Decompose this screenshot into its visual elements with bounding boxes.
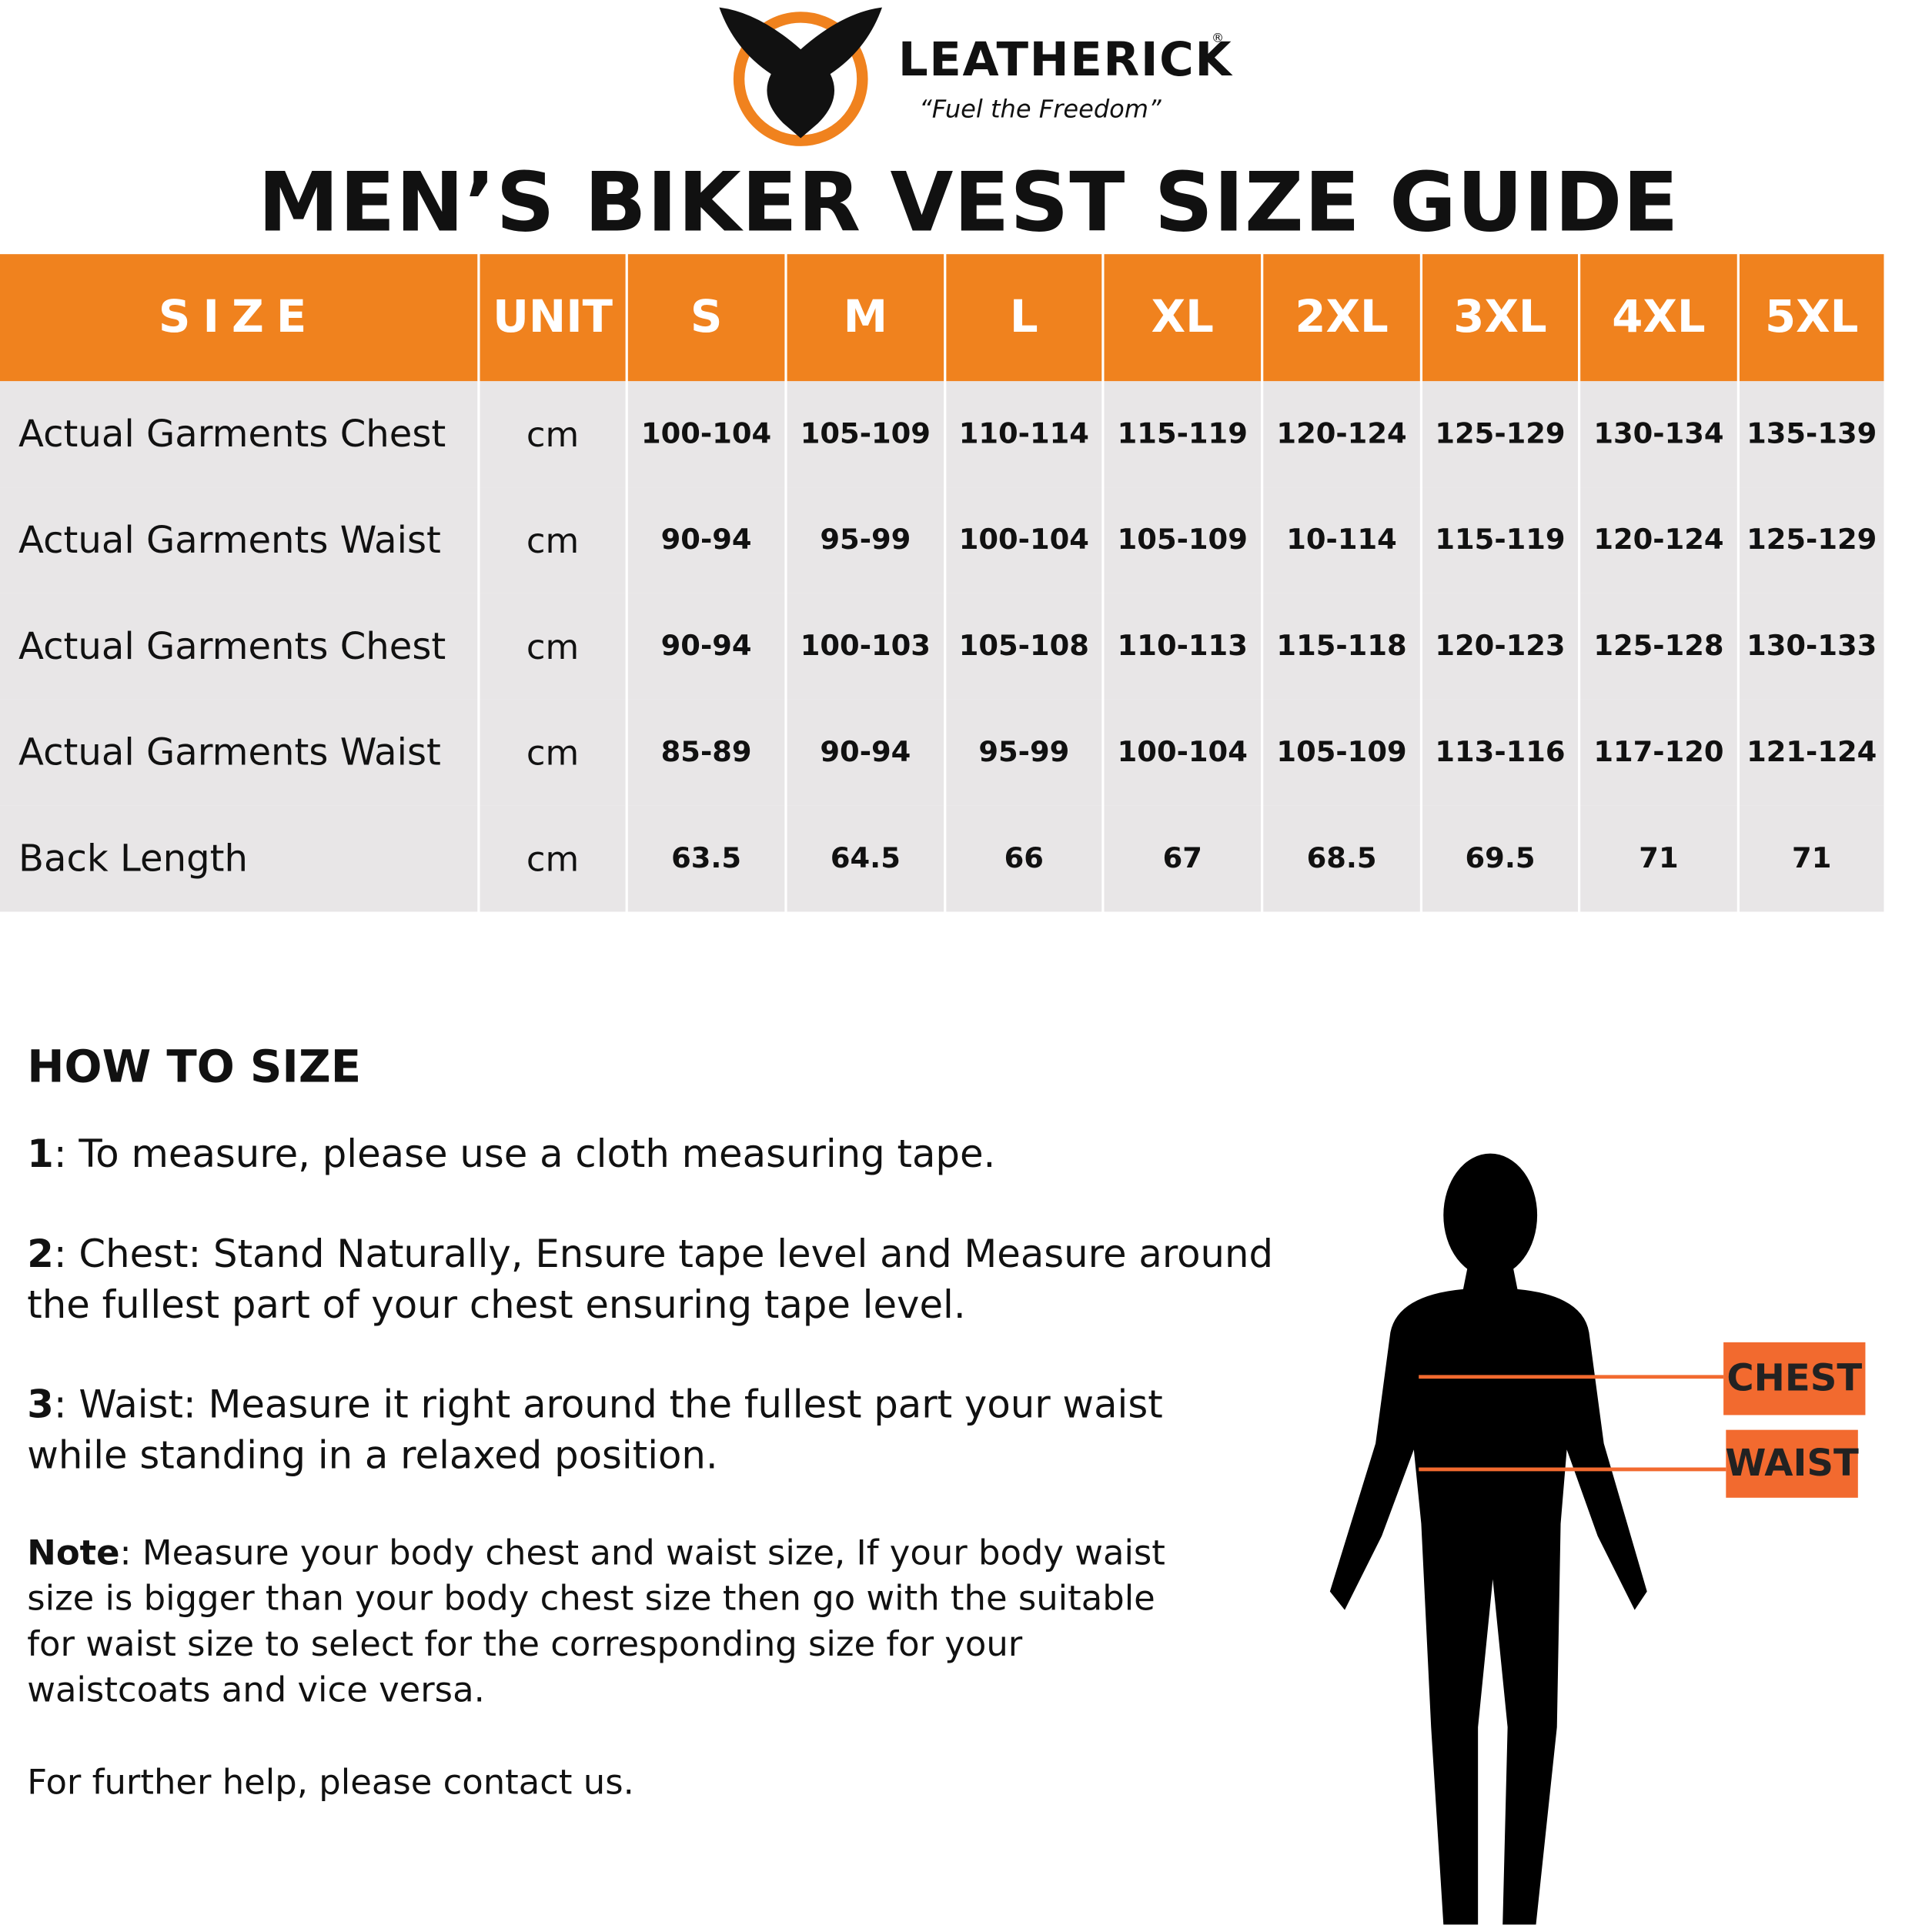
size-cell: 105-109 — [787, 381, 944, 488]
size-cell: 130-134 — [1580, 381, 1737, 488]
step: 1: To measure, please use a cloth measur… — [27, 1130, 1298, 1181]
column-header: SIZE — [0, 254, 478, 382]
size-cell: 10-114 — [1263, 487, 1420, 593]
size-cell: 71 — [1580, 805, 1737, 912]
size-cell: 69.5 — [1422, 805, 1578, 912]
size-cell: 115-119 — [1104, 381, 1262, 488]
size-cell: 90-94 — [787, 699, 944, 806]
unit-cell: cm — [480, 805, 626, 912]
size-cell: 105-109 — [1104, 487, 1262, 593]
size-cell: 120-124 — [1263, 381, 1420, 488]
step: 2: Chest: Stand Naturally, Ensure tape l… — [27, 1230, 1298, 1331]
size-cell: 105-109 — [1263, 699, 1420, 806]
column-header: 3XL — [1422, 254, 1578, 382]
step-text: : Chest: Stand Naturally, Ensure tape le… — [27, 1232, 1274, 1328]
size-cell: 66 — [946, 805, 1102, 912]
size-cell: 125-129 — [1422, 381, 1578, 488]
chest-label: CHEST — [1723, 1342, 1866, 1416]
step-number: 3 — [27, 1382, 54, 1428]
column-header: S — [627, 254, 785, 382]
size-cell: 63.5 — [627, 805, 785, 912]
size-cell: 95-99 — [946, 699, 1102, 806]
size-cell: 105-108 — [946, 593, 1102, 700]
size-cell: 90-94 — [627, 487, 785, 593]
figure-head — [1443, 1153, 1538, 1277]
how-to-heading: HOW TO SIZE — [27, 1042, 362, 1094]
size-cell: 100-104 — [946, 487, 1102, 593]
size-cell: 121-124 — [1739, 699, 1884, 806]
figure-body — [1329, 1264, 1647, 1925]
column-header: 2XL — [1263, 254, 1420, 382]
column-header: 4XL — [1580, 254, 1737, 382]
size-cell: 100-103 — [787, 593, 944, 700]
row-label: Actual Garments Waist — [0, 487, 478, 593]
size-cell: 95-99 — [787, 487, 944, 593]
step: 3: Waist: Measure it right around the fu… — [27, 1381, 1261, 1482]
logo-wings — [719, 7, 883, 139]
size-cell: 110-113 — [1104, 593, 1262, 700]
step-number: 1 — [27, 1132, 54, 1178]
footer: For further help, please contact us. — [27, 1761, 634, 1803]
unit-cell: cm — [480, 593, 626, 700]
column-header: M — [787, 254, 944, 382]
size-cell: 100-104 — [1104, 699, 1262, 806]
size-cell: 85-89 — [627, 699, 785, 806]
logo — [719, 7, 883, 146]
brand: LEATHERICK — [897, 32, 1233, 87]
size-table: SIZE UNIT S M L XL 2XL 3XL 4XL 5XL Actual Garments… — [0, 254, 1884, 912]
size-cell: 67 — [1104, 805, 1262, 912]
logo-ring — [733, 12, 868, 146]
size-cell: 64.5 — [787, 805, 944, 912]
row-label: Actual Garments Chest — [0, 381, 478, 488]
row-label: Actual Garments Waist — [0, 699, 478, 806]
size-cell: 125-129 — [1739, 487, 1884, 593]
row-label: Actual Garments Chest — [0, 593, 478, 700]
column-header: L — [946, 254, 1102, 382]
size-cell: 120-123 — [1422, 593, 1578, 700]
size-cell: 117-120 — [1580, 699, 1737, 806]
size-cell: 113-116 — [1422, 699, 1578, 806]
note: Note: Measure your body chest and waist … — [27, 1529, 1212, 1712]
size-cell: 90-94 — [627, 593, 785, 700]
note-text: : Measure your body chest and waist size… — [27, 1532, 1165, 1710]
unit-cell: cm — [480, 699, 626, 806]
unit-cell: cm — [480, 487, 626, 593]
note-label: Note — [27, 1532, 120, 1573]
tagline: “Fuel the Freedom” — [919, 93, 1162, 124]
column-header: UNIT — [480, 254, 626, 382]
size-cell: 115-118 — [1263, 593, 1420, 700]
size-cell: 130-133 — [1739, 593, 1884, 700]
size-cell: 125-128 — [1580, 593, 1737, 700]
size-cell: 110-114 — [946, 381, 1102, 488]
size-cell: 68.5 — [1263, 805, 1420, 912]
size-cell: 135-139 — [1739, 381, 1884, 488]
size-cell: 115-119 — [1422, 487, 1578, 593]
column-header: XL — [1104, 254, 1262, 382]
size-cell: 100-104 — [627, 381, 785, 488]
step-text: : Waist: Measure it right around the ful… — [27, 1382, 1163, 1479]
step-text: : To measure, please use a cloth measuri… — [53, 1132, 996, 1178]
step-number: 2 — [27, 1232, 54, 1277]
column-header: 5XL — [1739, 254, 1884, 382]
size-cell: 120-124 — [1580, 487, 1737, 593]
row-label: Back Length — [0, 805, 478, 912]
title: MEN’S BIKER VEST SIZE GUIDE — [258, 155, 1680, 251]
registered-mark: ® — [1211, 32, 1224, 46]
size-cell: 71 — [1739, 805, 1884, 912]
unit-cell: cm — [480, 381, 626, 488]
waist-label: WAIST — [1725, 1429, 1859, 1498]
